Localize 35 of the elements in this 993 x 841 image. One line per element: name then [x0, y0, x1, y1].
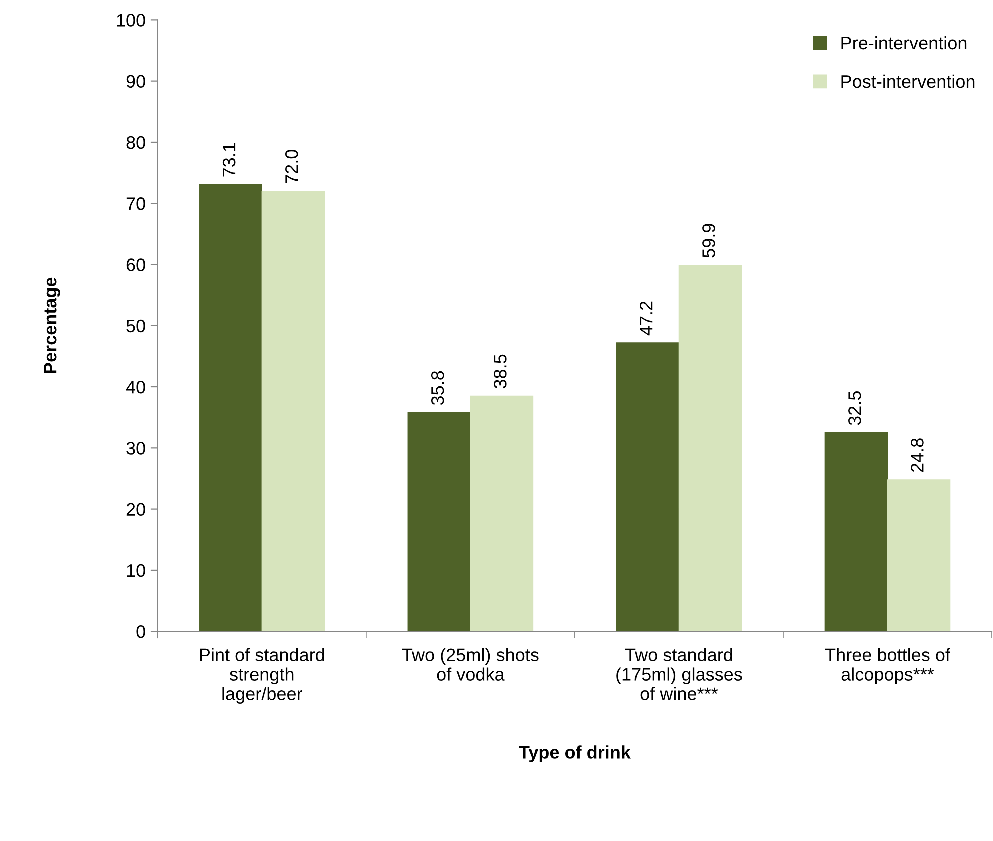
- x-tick-label: Two (25ml) shots of vodka: [402, 648, 539, 681]
- data-label: 38.5: [494, 354, 507, 389]
- data-label: 35.8: [431, 371, 444, 406]
- legend-label: Post-intervention: [842, 74, 975, 88]
- y-axis-title: Percentage: [44, 278, 60, 374]
- data-label: 47.2: [640, 302, 653, 336]
- y-tick-label: 10: [127, 564, 146, 578]
- y-tick-label: 0: [136, 626, 146, 638]
- y-tick-label: 100: [117, 14, 146, 27]
- data-label: 73.1: [222, 143, 236, 177]
- x-tick-label: Three bottles of alcopops***: [825, 648, 950, 685]
- bar: [887, 480, 951, 632]
- bar: [616, 342, 680, 632]
- data-label: 72.0: [285, 150, 298, 184]
- y-tick-label: 50: [126, 320, 146, 333]
- y-tick-label: 40: [126, 380, 146, 394]
- bar: [824, 432, 888, 632]
- x-axis-title: Type of drink: [519, 746, 631, 762]
- bar: [199, 184, 262, 632]
- bar: [408, 412, 472, 632]
- x-tick-label: Pint of standard strength lager/beer: [200, 648, 324, 704]
- bar: [470, 396, 534, 632]
- bar: [262, 191, 326, 632]
- x-tick-label: Two standard (175ml) glasses of wine***: [616, 648, 742, 700]
- data-label: 24.8: [911, 438, 924, 472]
- y-tick-label: 20: [126, 503, 146, 516]
- y-tick-label: 70: [126, 198, 146, 210]
- y-tick-label: 90: [126, 75, 146, 88]
- bar: [678, 265, 742, 632]
- y-tick-label: 60: [126, 258, 146, 272]
- data-label: 32.5: [848, 392, 862, 426]
- y-tick-label: 80: [126, 136, 146, 150]
- y-tick-label: 30: [126, 442, 146, 455]
- legend-label: Pre-intervention: [842, 36, 967, 50]
- data-label: 59.9: [702, 224, 716, 258]
